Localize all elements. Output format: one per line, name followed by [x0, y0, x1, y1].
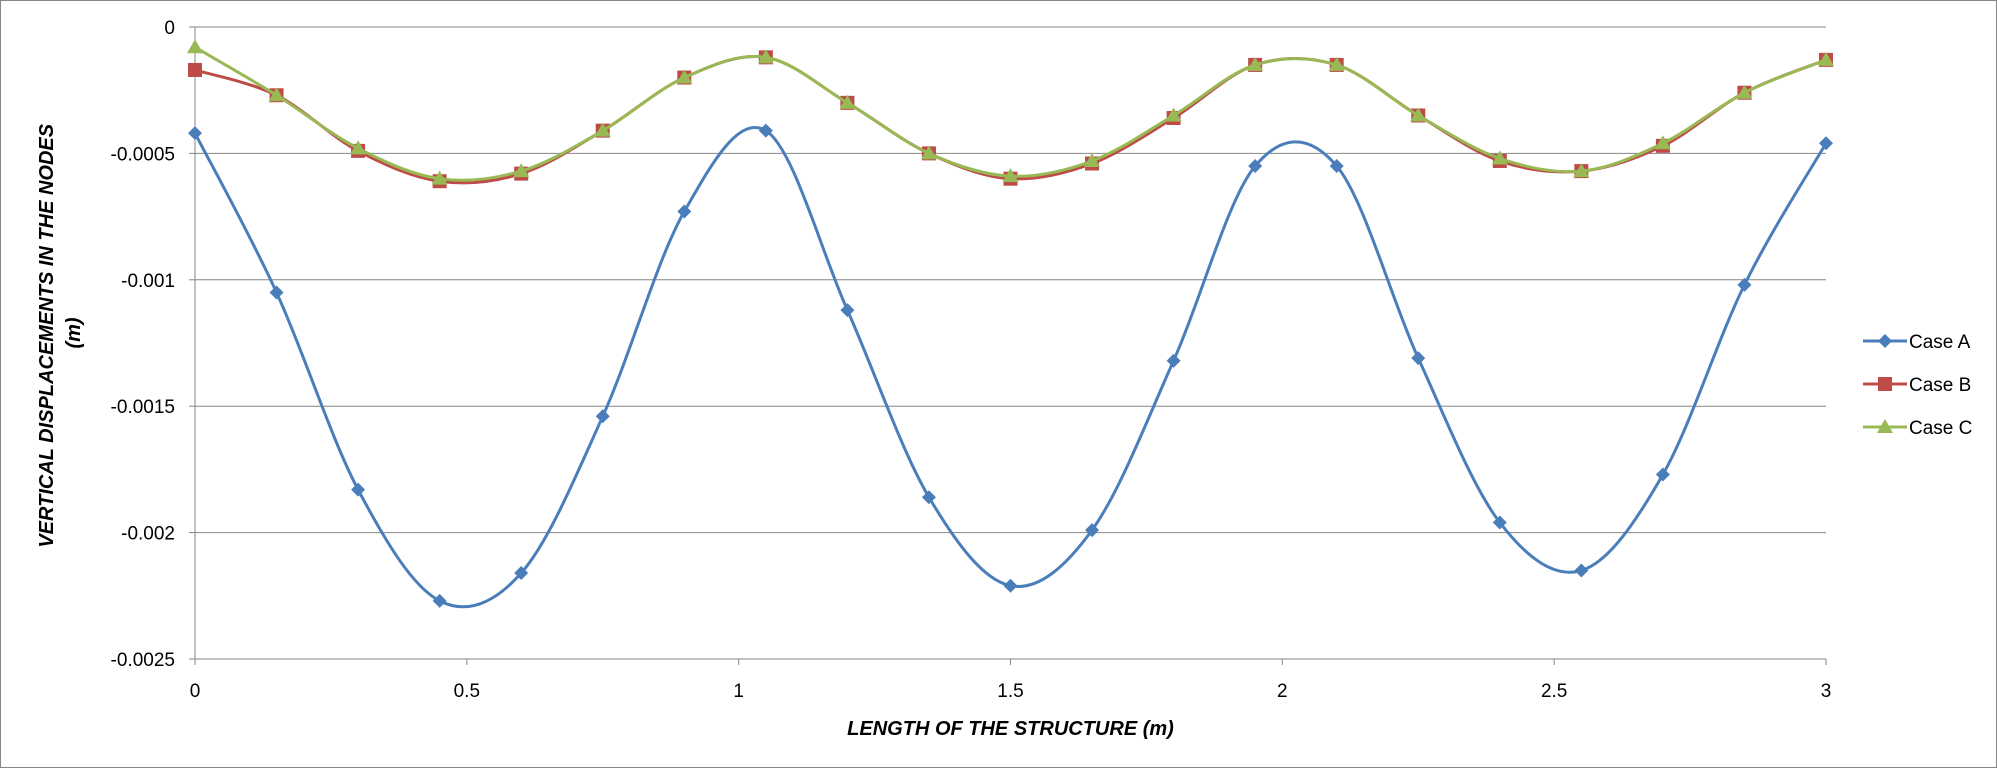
data-point-case-c: [1491, 150, 1508, 165]
data-point-case-c: [839, 94, 856, 109]
data-point-case-a: [269, 285, 284, 300]
data-point-case-a: [595, 409, 610, 424]
y-axis-title-line-2: (m): [63, 317, 85, 348]
data-point-case-c: [1084, 152, 1101, 167]
data-point-case-c: [1818, 51, 1834, 66]
data-point-case-a: [1492, 515, 1507, 530]
legend-label: Case C: [1909, 418, 1972, 439]
y-axis-tick-labels: 0 -0.0005 -0.001 -0.0015 -0.002 -0.0025: [111, 18, 175, 671]
legend-item-case-b: Case B: [1863, 375, 1971, 396]
data-point-case-a: [1819, 136, 1833, 151]
data-point-case-c: [1736, 84, 1753, 99]
y-tick-label: -0.002: [121, 524, 175, 545]
data-point-case-a: [1085, 523, 1100, 538]
data-point-case-c: [513, 163, 530, 178]
data-point-case-a: [1329, 159, 1344, 174]
legend-marker: [1878, 334, 1892, 348]
y-tick-label: -0.0015: [111, 397, 175, 418]
data-point-case-a: [758, 123, 773, 138]
y-axis-title-line-1: VERTICAL DISPLACEMENTS IN THE NODES: [36, 123, 58, 547]
data-point-case-c: [1247, 56, 1264, 71]
data-point-case-a: [1655, 467, 1670, 482]
x-tick-label: 2.5: [1541, 681, 1567, 702]
y-tick-label: -0.0005: [111, 144, 175, 165]
legend-marker: [1878, 377, 1892, 391]
x-tick-label: 0.5: [454, 681, 480, 702]
x-tick-label: 1.5: [997, 681, 1023, 702]
data-point-case-a: [677, 204, 692, 219]
data-point-case-c: [757, 49, 774, 64]
x-axis-title: LENGTH OF THE STRUCTURE (m): [847, 718, 1174, 740]
data-point-case-c: [350, 140, 367, 155]
data-point-case-c: [920, 145, 937, 160]
data-point-case-c: [1328, 56, 1345, 71]
series-lines: [187, 39, 1834, 609]
data-point-case-c: [676, 69, 693, 84]
series-line-case-a: [193, 126, 1828, 609]
data-point-case-c: [187, 39, 203, 54]
legend-label: Case B: [1909, 375, 1971, 396]
data-point-case-a: [514, 566, 529, 581]
data-point-case-a: [432, 593, 447, 608]
data-point-case-c: [1654, 135, 1671, 150]
data-point-case-a: [351, 482, 366, 497]
data-point-case-c: [594, 122, 611, 137]
y-tick-label: 0: [164, 18, 175, 39]
data-point-case-c: [1410, 107, 1427, 122]
x-axis-tick-labels: 0 0.5 1 1.5 2 2.5 3: [190, 681, 1832, 702]
data-point-case-c: [268, 87, 285, 102]
x-tick-label: 2: [1277, 681, 1288, 702]
x-tick-label: 1: [733, 681, 744, 702]
data-point-case-a: [1003, 578, 1018, 593]
series-case-c: [187, 39, 1834, 185]
data-point-case-b: [188, 62, 202, 77]
data-point-case-c: [1002, 168, 1019, 183]
legend-marker: [1877, 419, 1893, 433]
data-point-case-a: [1248, 159, 1263, 174]
y-tick-label: -0.001: [121, 271, 175, 292]
series-line-case-c: [193, 45, 1828, 182]
data-point-case-a: [1166, 353, 1181, 368]
gridlines: [195, 26, 1826, 534]
y-axis-title: VERTICAL DISPLACEMENTS IN THE NODES (m): [36, 118, 85, 547]
data-point-case-a: [1574, 563, 1589, 578]
series-case-a: [188, 123, 1833, 609]
data-point-case-c: [431, 170, 448, 185]
data-point-case-a: [1737, 277, 1752, 292]
y-tick-label: -0.0025: [111, 650, 175, 671]
series-case-b: [188, 50, 1833, 189]
data-point-case-c: [1165, 107, 1182, 122]
data-point-case-a: [921, 490, 936, 505]
x-tick-label: 3: [1821, 681, 1832, 702]
legend: Case A Case B Case C: [1863, 332, 1972, 439]
legend-item-case-c: Case C: [1863, 418, 1972, 439]
data-point-case-c: [1573, 163, 1590, 178]
data-point-case-a: [840, 303, 855, 318]
data-point-case-a: [1411, 351, 1426, 366]
x-tick-label: 0: [190, 681, 201, 702]
legend-item-case-a: Case A: [1863, 332, 1971, 353]
data-point-case-a: [188, 126, 202, 141]
legend-label: Case A: [1909, 332, 1971, 353]
